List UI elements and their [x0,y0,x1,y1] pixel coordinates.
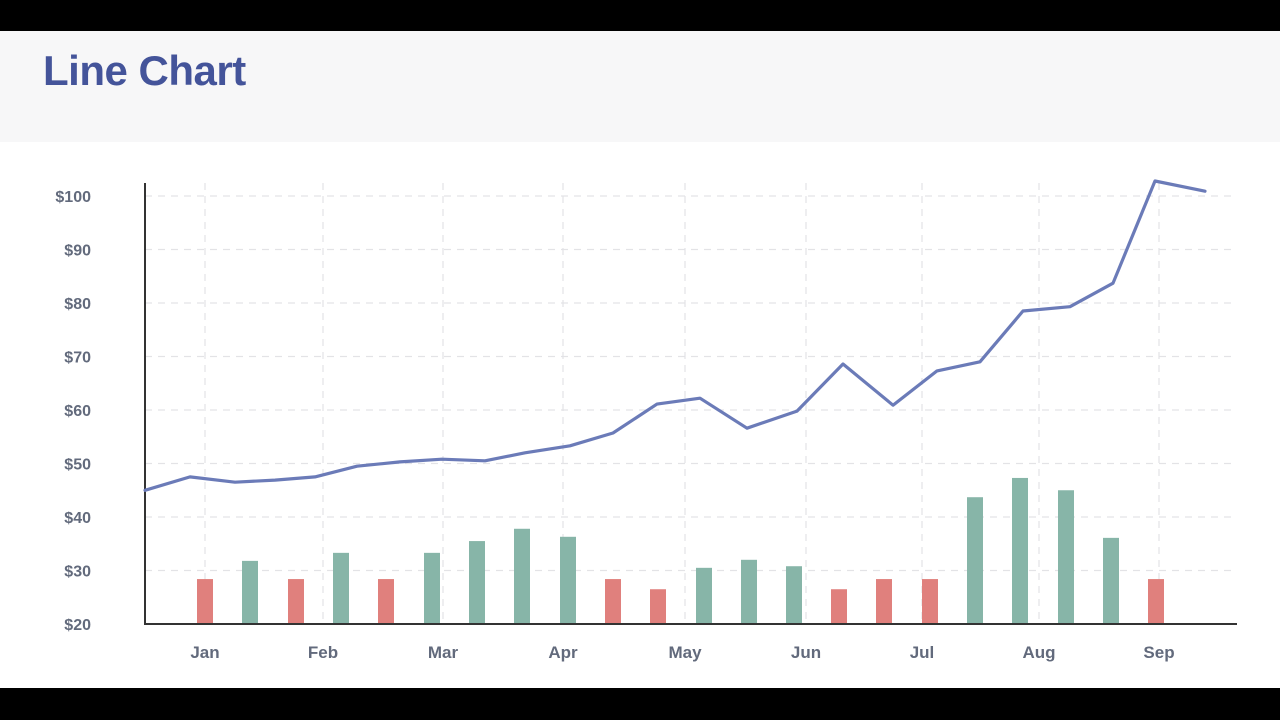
bar [967,497,983,624]
y-tick-label: $20 [64,617,91,634]
bar [1103,537,1119,624]
y-tick-label: $100 [55,189,91,206]
y-tick-label: $40 [64,510,91,527]
x-tick-label: May [668,643,702,662]
y-tick-label: $70 [64,350,91,367]
bar [378,579,394,624]
line-series [143,179,1207,492]
x-tick-label: Jun [791,643,821,662]
y-tick-label: $50 [64,457,91,474]
page-title: Line Chart [43,47,246,94]
bar [288,579,304,624]
y-tick-label: $60 [64,403,91,420]
x-tick-label: Jan [190,643,219,662]
bar-series [197,477,1164,624]
x-tick-label: Jul [910,643,935,662]
bar [1058,490,1074,624]
bar [514,528,530,624]
bar [197,579,213,624]
x-tick-label: Feb [308,643,338,662]
bar [650,589,666,624]
x-tick-label: Apr [548,643,578,662]
x-tick-label: Sep [1143,643,1174,662]
axes [144,183,1237,625]
bar [333,552,349,624]
bar [424,552,440,624]
y-tick-label: $80 [64,296,91,313]
grid [145,183,1237,624]
bar [469,541,485,624]
bar [696,567,712,624]
bar [786,566,802,624]
y-axis-labels: $20 $30 $40 $50 $60 $70 $80 $90 $100 [55,189,91,634]
line-chart: $20 $30 $40 $50 $60 $70 $80 $90 $100 Jan Feb Mar Ap… [55,179,1237,662]
bar [605,579,621,624]
x-tick-label: Mar [428,643,459,662]
x-axis-labels: Jan Feb Mar Apr May Jun Jul Aug Sep [190,643,1174,662]
bar [741,559,757,624]
bar [876,579,892,624]
bar [1148,579,1164,624]
x-tick-label: Aug [1022,643,1055,662]
bar [831,589,847,624]
chart-frame: Line Chart $20 $30 $40 $50 $60 $70 $80 $90 $100 … [0,31,1280,688]
bar [242,560,258,624]
y-tick-label: $30 [64,564,91,581]
bar [560,536,576,624]
bar [922,579,938,624]
y-tick-label: $90 [64,243,91,260]
bar [1012,477,1028,624]
header: Line Chart [0,31,1280,142]
